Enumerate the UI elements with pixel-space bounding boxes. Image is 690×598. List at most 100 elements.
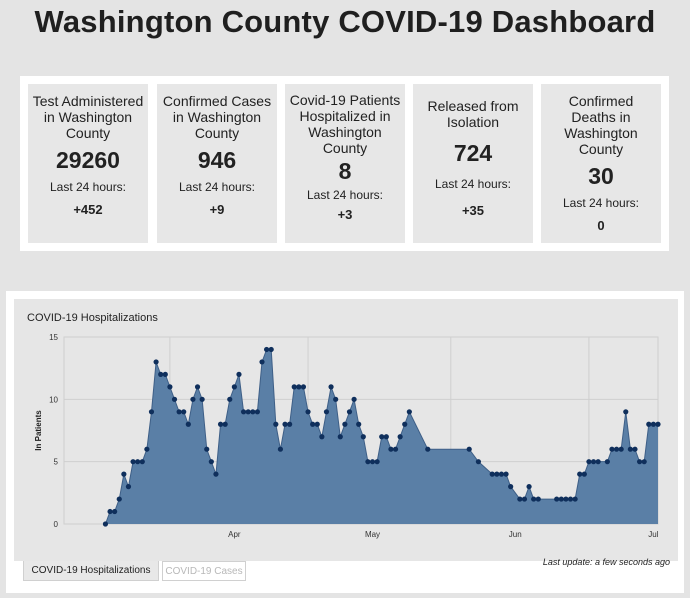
data-point <box>374 459 380 465</box>
data-point <box>383 434 389 440</box>
data-point <box>135 459 141 465</box>
data-point <box>609 446 615 452</box>
data-point <box>222 421 228 427</box>
data-point <box>646 421 652 427</box>
stat-delta: +452 <box>73 202 103 217</box>
stat-sub-label: Last 24 hours: <box>562 196 640 210</box>
data-point <box>627 446 633 452</box>
stat-label: Confirmed Deaths in Washington County <box>564 93 638 157</box>
data-point <box>563 496 569 502</box>
data-point <box>254 409 260 415</box>
stat-value: 724 <box>453 140 493 166</box>
data-point <box>139 459 145 465</box>
tab-cases[interactable]: COVID-19 Cases <box>162 561 246 581</box>
data-point <box>153 359 159 365</box>
x-tick-label: Jun <box>509 530 522 539</box>
stat-value: 29260 <box>56 147 120 173</box>
stat-delta: +3 <box>337 207 353 222</box>
data-point <box>475 459 482 465</box>
hospitalizations-chart: 0 5 10 15 Apr May Jun Jul In Patients <box>34 333 661 539</box>
data-point <box>300 384 307 390</box>
data-point <box>148 409 155 415</box>
data-point <box>388 446 394 452</box>
stat-delta: +35 <box>461 203 485 218</box>
data-point <box>296 384 302 390</box>
data-point <box>618 446 624 452</box>
data-point <box>379 434 385 440</box>
data-point <box>346 409 353 415</box>
stat-delta: +9 <box>209 202 225 217</box>
data-point <box>623 409 629 415</box>
data-point <box>208 459 214 465</box>
data-point <box>144 446 150 452</box>
stat-value: 946 <box>197 147 237 173</box>
data-point <box>204 446 210 452</box>
stat-card-deaths: Confirmed Deaths in Washington County 30… <box>541 84 661 243</box>
data-point <box>577 471 583 477</box>
data-point <box>264 346 270 353</box>
data-point <box>277 446 284 452</box>
data-point <box>231 384 237 390</box>
data-point <box>314 421 320 427</box>
x-tick-label: May <box>365 530 380 539</box>
data-point <box>227 396 233 402</box>
data-point <box>250 409 256 415</box>
data-point <box>158 371 164 377</box>
data-point <box>590 459 597 465</box>
x-tick-label: Jul <box>648 530 658 539</box>
data-point <box>167 384 173 390</box>
data-point <box>240 409 247 415</box>
stat-label: Released from Isolation <box>427 98 519 130</box>
data-point <box>526 484 532 490</box>
stat-sub-label: Last 24 hours: <box>434 177 512 191</box>
data-point <box>125 484 132 490</box>
data-point <box>217 421 224 427</box>
stat-value: 8 <box>338 158 352 184</box>
data-point <box>517 496 523 502</box>
data-point <box>369 459 376 465</box>
stat-card-tests: Test Administered in Washington County 2… <box>28 84 148 243</box>
data-point <box>521 496 528 502</box>
y-tick-label: 0 <box>54 520 59 529</box>
stat-value: 30 <box>588 163 614 189</box>
data-point <box>392 446 399 452</box>
data-point <box>268 346 274 353</box>
data-point <box>489 471 495 477</box>
stats-panel: Test Administered in Washington County 2… <box>20 76 669 251</box>
data-point <box>558 496 564 502</box>
data-point <box>287 421 293 427</box>
data-point <box>305 409 311 415</box>
data-point <box>351 396 357 402</box>
data-point <box>632 446 638 452</box>
data-point <box>581 471 587 477</box>
last-update-text: Last update: a few seconds ago <box>542 557 670 567</box>
data-point <box>356 421 362 427</box>
data-point <box>397 434 403 440</box>
y-tick-label: 5 <box>54 458 59 467</box>
data-point <box>102 521 109 527</box>
stat-delta: 0 <box>597 218 605 233</box>
data-point <box>425 446 431 452</box>
stat-card-hospitalized: Covid-19 Patients Hospitalized in Washin… <box>285 84 405 243</box>
data-point <box>282 421 288 427</box>
data-point <box>116 496 122 502</box>
data-point <box>604 459 610 465</box>
data-point <box>503 471 509 477</box>
data-point <box>342 421 348 427</box>
tab-hospitalizations[interactable]: COVID-19 Hospitalizations <box>23 561 159 581</box>
data-point <box>199 396 205 402</box>
data-point <box>162 371 168 377</box>
data-point <box>650 421 656 427</box>
data-point <box>655 421 661 427</box>
stat-sub-label: Last 24 hours: <box>306 188 384 202</box>
data-point <box>595 459 601 465</box>
data-point <box>586 459 592 465</box>
data-point <box>402 421 408 427</box>
stat-card-cases: Confirmed Cases in Washington County 946… <box>157 84 277 243</box>
data-point <box>194 384 201 390</box>
stat-label: Test Administered in Washington County <box>32 93 144 141</box>
data-point <box>328 384 334 390</box>
data-point <box>613 446 620 452</box>
data-point <box>121 471 127 477</box>
stat-card-released: Released from Isolation 724 Last 24 hour… <box>413 84 533 243</box>
